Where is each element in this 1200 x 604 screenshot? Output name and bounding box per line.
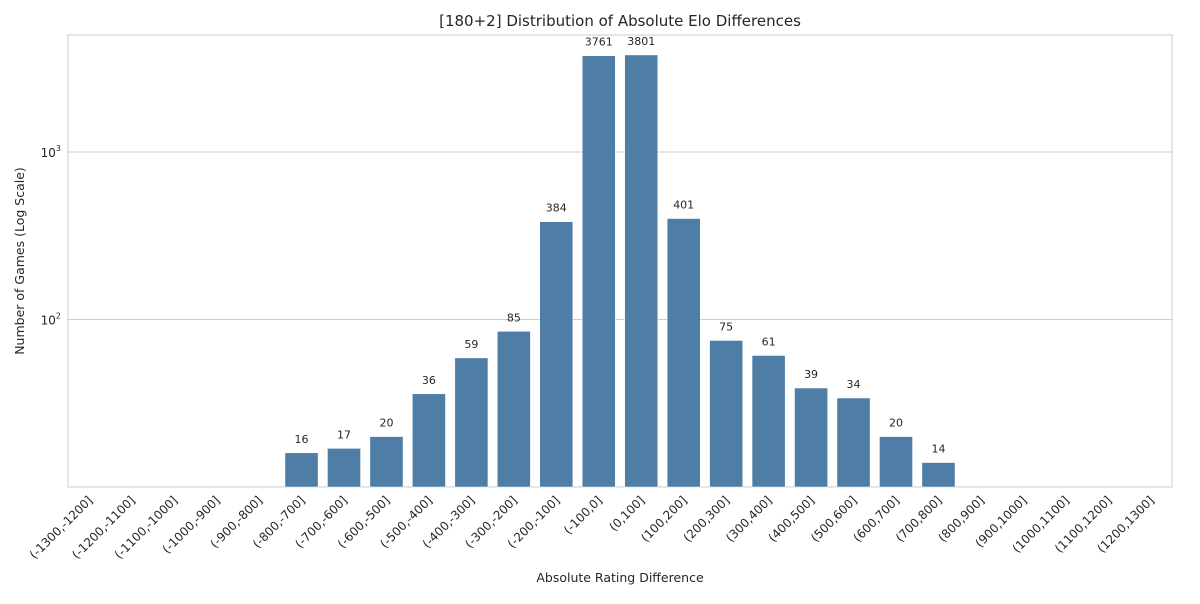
gridlines <box>68 151 1172 321</box>
y-axis-label: Number of Games (Log Scale) <box>12 167 27 355</box>
bar-value-label: 3801 <box>627 35 655 48</box>
y-tick-exponent: 3 <box>56 144 61 153</box>
bar <box>751 355 786 488</box>
bar <box>284 452 319 488</box>
chart-title: [180+2] Distribution of Absolute Elo Dif… <box>439 12 801 30</box>
bar <box>709 340 743 488</box>
bar <box>921 462 956 488</box>
bar-value-label: 20 <box>379 417 393 430</box>
bar <box>412 393 446 488</box>
bar <box>327 448 361 488</box>
bar-value-label: 401 <box>673 199 694 212</box>
bar <box>836 397 871 488</box>
bar <box>666 218 701 488</box>
x-tick-label: (0,100] <box>607 493 648 534</box>
x-axis-label: Absolute Rating Difference <box>536 570 704 585</box>
bar <box>369 436 404 488</box>
bar <box>454 357 489 488</box>
bar-value-label: 384 <box>546 202 567 215</box>
bar-value-label: 61 <box>762 335 776 348</box>
bar <box>581 55 616 488</box>
bar-value-label: 59 <box>464 338 478 351</box>
y-tick-label: 103 <box>41 144 61 160</box>
y-tick-exponent: 2 <box>56 312 61 321</box>
value-labels: 16 17 20 36 59 85 384 3761 3801 401 75 61 39 34 20 14 <box>295 35 946 456</box>
bar <box>539 221 574 488</box>
bar-value-label: 34 <box>847 378 861 391</box>
bar-value-label: 16 <box>295 433 309 446</box>
bar-value-label: 39 <box>804 368 818 381</box>
x-tick-label: (-100,0] <box>561 493 605 537</box>
y-tick-label: 102 <box>41 312 61 328</box>
bar-value-label: 14 <box>931 443 945 456</box>
bar-value-label: 85 <box>507 311 521 324</box>
bar-value-label: 75 <box>719 320 733 333</box>
bar <box>794 387 828 488</box>
bar-value-label: 3761 <box>585 36 613 49</box>
bar-value-label: 36 <box>422 374 436 387</box>
bar-value-label: 20 <box>889 417 903 430</box>
plot-frame <box>67 34 1173 488</box>
bar <box>879 436 913 488</box>
y-tick-base: 10 <box>41 146 56 160</box>
bar <box>497 331 531 488</box>
y-tick-base: 10 <box>41 314 56 328</box>
bars <box>284 54 956 488</box>
bar <box>624 54 659 488</box>
x-tick-labels: (-1300,-1200](-1200,-1100](-1100,-1000](… <box>27 493 1157 562</box>
bar-value-label: 17 <box>337 428 351 441</box>
